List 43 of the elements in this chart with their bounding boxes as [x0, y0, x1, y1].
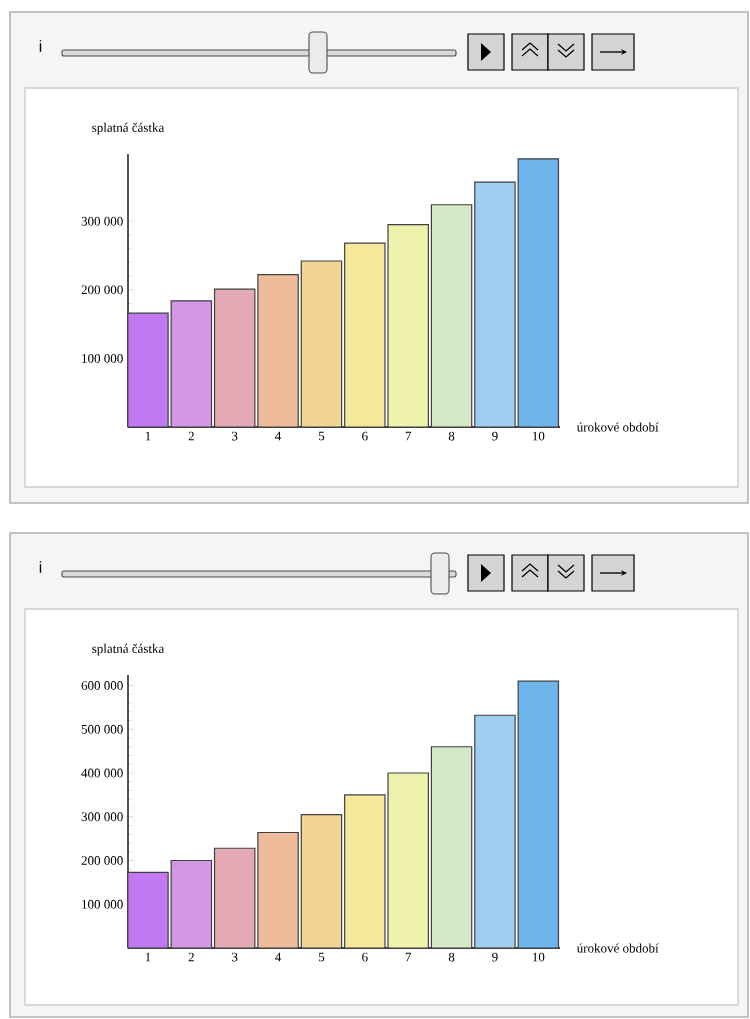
- x-tick-label: 4: [275, 431, 282, 441]
- bar: [430, 204, 473, 428]
- x-tick-label: 3: [232, 431, 238, 441]
- x-tick-label: 9: [492, 952, 498, 962]
- y-axis-title: splatná částka: [92, 122, 165, 135]
- text: i: [39, 40, 42, 52]
- x-tick-label: 5: [318, 431, 325, 441]
- x-tick-label: 9: [492, 431, 498, 441]
- y-tick-label: 100 000: [82, 899, 123, 909]
- y-tick-label: 400 000: [81, 768, 123, 778]
- x-axis-title: úrokové období: [576, 422, 659, 432]
- x-tick-label: 4: [275, 952, 282, 962]
- x-tick-label: 10: [532, 952, 545, 962]
- y-tick-label: 300 000: [81, 812, 123, 822]
- bar: [300, 813, 343, 949]
- y-tick-label: 200 000: [81, 285, 123, 295]
- y-tick-label: 500 000: [81, 724, 123, 734]
- y-tick-label: 300 000: [81, 216, 123, 226]
- x-axis-title: úrokové období: [576, 943, 659, 953]
- x-tick-label: 6: [362, 952, 368, 962]
- y-tick-label: 100 000: [82, 354, 123, 363]
- x-tick-label: 2: [188, 431, 194, 441]
- x-tick-label: 7: [405, 431, 412, 441]
- bar: [430, 746, 473, 949]
- y-tick-label: 200 000: [81, 856, 123, 865]
- bar: [170, 300, 213, 428]
- x-tick-label: 2: [188, 952, 194, 962]
- x-tick-label: 1: [145, 952, 151, 962]
- y-axis-title: splatná částka: [92, 643, 165, 656]
- x-tick-label: 1: [145, 431, 151, 441]
- x-tick-label: 6: [362, 431, 368, 441]
- x-tick-label: 3: [232, 952, 238, 962]
- bar: [170, 859, 213, 949]
- x-tick-label: 8: [448, 431, 455, 441]
- bar: [127, 312, 169, 428]
- bar: [127, 871, 169, 949]
- y-tick-label: 600 000: [81, 681, 123, 690]
- text: i: [39, 561, 42, 573]
- x-tick-label: 8: [448, 952, 455, 962]
- x-tick-label: 10: [532, 431, 545, 441]
- bar: [300, 260, 343, 428]
- x-tick-label: 5: [318, 952, 325, 962]
- x-tick-label: 7: [405, 952, 412, 962]
